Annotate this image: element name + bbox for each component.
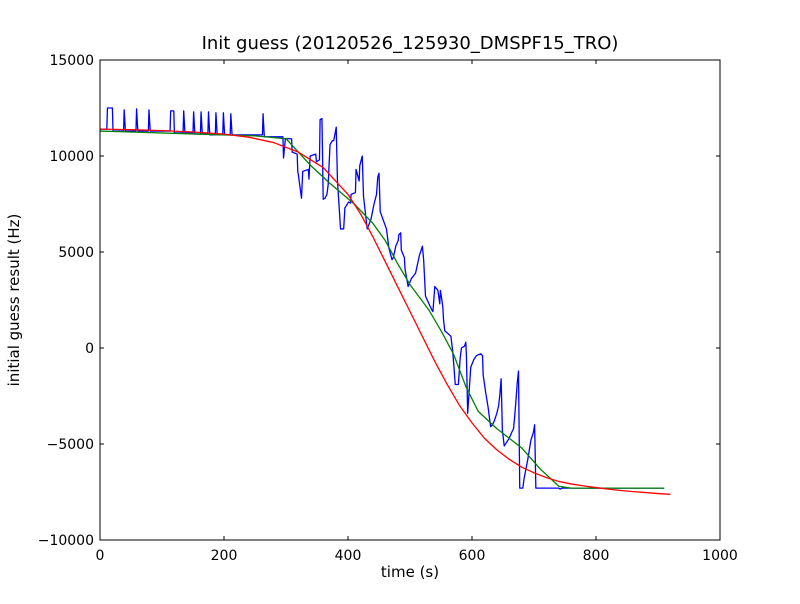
tick-layer: 0 200 400 600 800 1000 −10000 −5000 0 5000 10000 15…: [38, 53, 738, 564]
y-axis-label: initial guess result (Hz): [5, 214, 23, 387]
x-tick-label: 0: [96, 548, 105, 564]
series-layer: [100, 107, 671, 495]
x-tick-label: 400: [335, 548, 362, 564]
series-line-3: [100, 128, 671, 495]
plot-area: [100, 60, 720, 540]
chart-title: Init guess (20120526_125930_DMSPF15_TRO): [202, 33, 619, 54]
y-tick-label: 0: [85, 341, 94, 357]
y-tick-label: −10000: [38, 533, 94, 549]
plot-frame: [99, 59, 721, 541]
series-line-2: [100, 130, 665, 489]
x-tick-label: 600: [459, 548, 486, 564]
y-tick-label: 5000: [58, 245, 94, 261]
y-tick-label: 15000: [49, 53, 94, 69]
y-tick-label: −5000: [47, 437, 94, 453]
x-tick-label: 200: [211, 548, 238, 564]
y-tick-label: 10000: [49, 149, 94, 165]
series-line-1: [100, 107, 665, 490]
x-tick-label: 800: [583, 548, 610, 564]
x-tick-label: 1000: [702, 548, 738, 564]
x-axis-label: time (s): [381, 563, 439, 581]
